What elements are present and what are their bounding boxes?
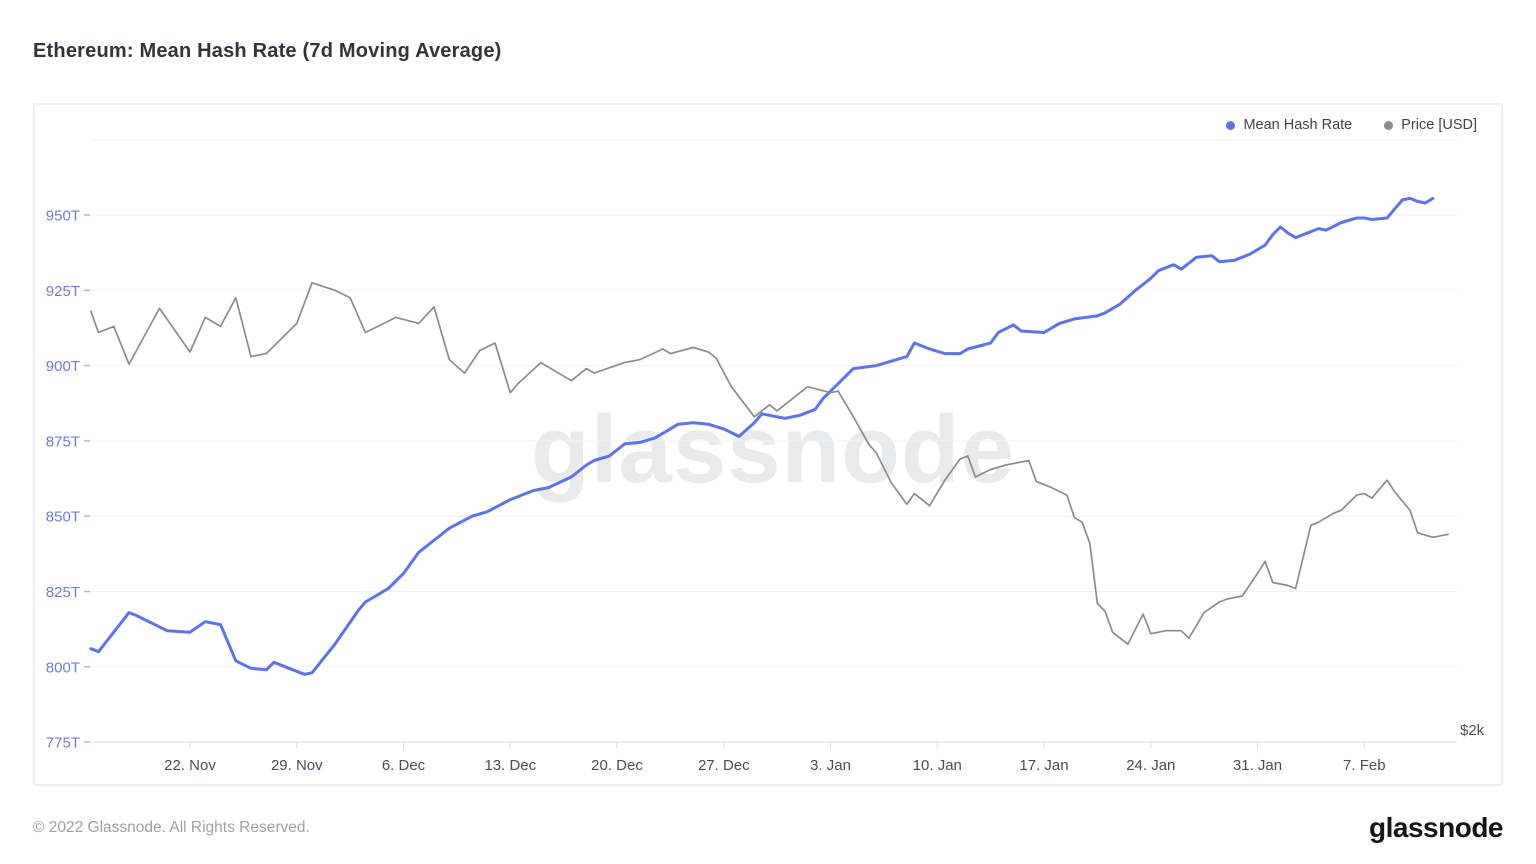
legend-label-price-usd: Price [USD] [1401,117,1477,133]
svg-text:925T: 925T [46,283,80,300]
page-title: Ethereum: Mean Hash Rate (7d Moving Aver… [33,40,502,62]
svg-text:27. Dec: 27. Dec [698,757,750,774]
price-series-dot-icon [1384,120,1394,130]
footer: © 2022 Glassnode. All Rights Reserved. g… [33,806,1503,850]
svg-text:875T: 875T [46,433,80,450]
legend-label-mean-hash-rate: Mean Hash Rate [1243,117,1353,133]
svg-text:10. Jan: 10. Jan [913,757,962,774]
svg-text:3. Jan: 3. Jan [810,757,851,774]
svg-text:13. Dec: 13. Dec [484,757,536,774]
svg-text:900T: 900T [46,358,80,375]
svg-text:800T: 800T [46,659,80,676]
svg-text:6. Dec: 6. Dec [382,757,426,774]
svg-text:17. Jan: 17. Jan [1019,757,1068,774]
svg-text:7. Feb: 7. Feb [1343,757,1386,774]
svg-text:29. Nov: 29. Nov [271,757,323,774]
legend-item-price-usd[interactable]: Price [USD] [1384,117,1477,133]
hash-rate-series-dot-icon [1226,120,1236,130]
svg-text:22. Nov: 22. Nov [164,757,216,774]
chart-canvas[interactable]: 950T 925T 900T 875T 850T 825T 800T 775T 22. Nov 2… [33,103,1503,786]
svg-text:$2k: $2k [1460,722,1485,739]
chart-card: glassnode 950T 925T 900T 875T 850T 825T 800T 77… [33,103,1503,786]
svg-text:24. Jan: 24. Jan [1126,757,1175,774]
svg-text:20. Dec: 20. Dec [591,757,643,774]
svg-text:850T: 850T [46,509,80,526]
svg-text:950T: 950T [46,208,80,225]
chart-legend: Mean Hash Rate Price [USD] [1226,117,1477,133]
svg-text:825T: 825T [46,584,80,601]
svg-text:775T: 775T [46,735,80,752]
copyright-text: © 2022 Glassnode. All Rights Reserved. [33,819,310,836]
svg-text:31. Jan: 31. Jan [1233,757,1282,774]
legend-item-mean-hash-rate[interactable]: Mean Hash Rate [1226,117,1352,133]
glassnode-logo: glassnode [1369,812,1503,843]
